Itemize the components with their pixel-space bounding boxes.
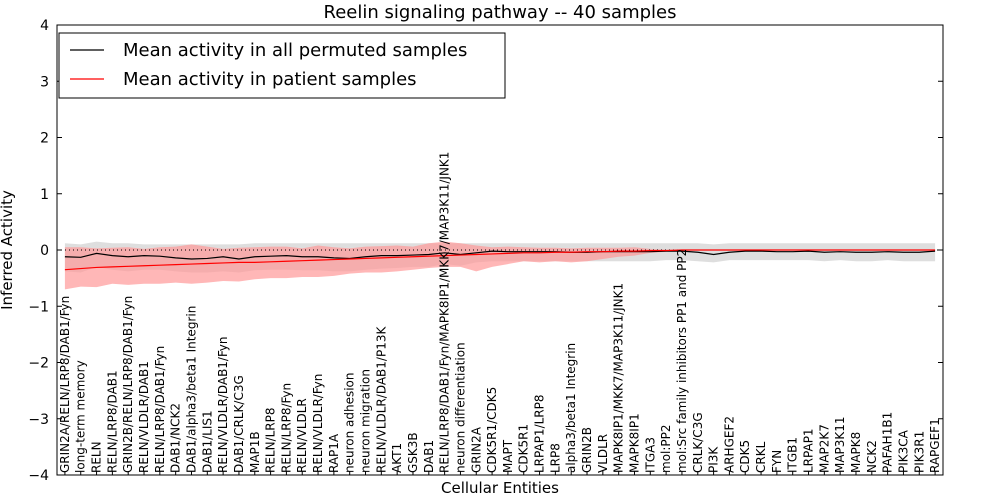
x-category-label: neuron adhesion	[343, 372, 357, 473]
x-category-label: DAB1/NCK2	[169, 403, 183, 473]
x-category-label: alpha3/beta1 Integrin	[564, 343, 578, 473]
x-category-label: MAPT	[501, 439, 515, 473]
x-category-label: LRPAP1/LRP8	[533, 394, 547, 473]
x-category-label: GSK3B	[406, 432, 420, 473]
x-category-label: GRIN2B	[580, 427, 594, 473]
x-category-label: AKT1	[390, 443, 404, 473]
legend: Mean activity in all permuted samples Me…	[58, 32, 506, 99]
x-category-label: GRIN2A	[469, 426, 483, 473]
x-category-label: DAB1/LIS1	[200, 410, 214, 473]
series-lines	[64, 249, 936, 271]
x-category-label: MAP2K7	[817, 424, 831, 473]
x-category-label: RELN/LRP8/DAB1/Fyn	[153, 346, 167, 473]
x-category-label: RELN/LRP8/DAB1/Fyn/MAPK8IP1/MKK7/MAP3K11…	[438, 152, 452, 473]
x-category-label: CDK5R1/CDK5	[485, 387, 499, 473]
x-category-label: ITGB1	[786, 437, 800, 473]
y-tick-label: −4	[28, 468, 49, 484]
x-category-label: neuron differentiation	[453, 342, 467, 473]
x-category-label: CRLK/C3G	[691, 412, 705, 473]
x-category-label: long-term memory	[74, 360, 88, 473]
x-category-label: RELN	[90, 441, 104, 473]
x-category-label: CDK5R1	[517, 424, 531, 473]
y-axis: 4 3 2 1 0 −1 −2 −3 −4	[28, 18, 943, 484]
series-line-patient	[64, 249, 936, 271]
legend-label-patient: Mean activity in patient samples	[123, 69, 417, 90]
x-category-label: neuron migration	[359, 369, 373, 473]
x-category-label: ARHGEF2	[722, 416, 736, 473]
x-axis-categories: GRIN2A/RELN/LRP8/DAB1/Fyn long-term memor…	[58, 152, 942, 475]
x-category-label: MAP3K11	[833, 416, 847, 473]
y-tick-label: −3	[28, 412, 49, 428]
x-category-label: GRIN2A/RELN/LRP8/DAB1/Fyn	[58, 296, 72, 473]
x-category-label: PIK3CA	[896, 429, 910, 473]
x-category-label: mol:PP2	[659, 424, 673, 473]
x-category-label: DAB1	[422, 440, 436, 473]
x-category-label: ITGA3	[643, 437, 657, 473]
x-category-label: RELN/LRP8	[264, 407, 278, 473]
y-tick-label: −1	[28, 299, 49, 315]
x-category-label: PI3K	[707, 446, 721, 473]
series-line-permuted	[64, 250, 936, 260]
x-category-label: RELN/VLDLR/DAB1/Fyn	[216, 337, 230, 473]
x-category-label: NCK2	[865, 440, 879, 473]
legend-box	[58, 32, 506, 99]
y-tick-label: 1	[40, 187, 49, 203]
x-category-label: RAP1A	[327, 433, 341, 473]
y-tick-label: 2	[40, 131, 49, 147]
x-category-label: MAPK8	[849, 432, 863, 473]
x-category-label: mol:Src family inhibitors PP1 and PP2	[675, 249, 689, 473]
y-tick-label: 4	[40, 18, 49, 34]
x-category-label: MAP1B	[248, 431, 262, 473]
legend-label-permuted: Mean activity in all permuted samples	[123, 40, 467, 61]
x-category-label: MAPK8IP1	[627, 413, 641, 473]
y-axis-title: Inferred Activity	[0, 190, 16, 310]
x-category-label: RELN/LRP8/DAB1	[105, 370, 119, 473]
x-category-label: RELN/VLDLR/Fyn	[311, 374, 325, 473]
x-category-label: VLDLR	[596, 434, 610, 473]
x-category-label: DAB1/CRLK/C3G	[232, 375, 246, 473]
x-category-label: FYN	[770, 450, 784, 473]
y-tick-label: −2	[28, 356, 49, 372]
x-category-label: PIK3R1	[912, 431, 926, 473]
x-category-label: GRIN2B/RELN/LRP8/DAB1/Fyn	[121, 296, 135, 473]
chart-title: Reelin signaling pathway -- 40 samples	[324, 2, 677, 23]
x-axis-title: Cellular Entities	[441, 479, 559, 497]
x-category-label: RELN/LRP8/Fyn	[279, 383, 293, 473]
confidence-bands	[64, 241, 936, 290]
x-category-label: LRP8	[548, 443, 562, 473]
x-category-label: MAPK8IP1/MKK7/MAP3K11/JNK1	[612, 283, 626, 473]
x-category-label: CRKL	[754, 441, 768, 473]
y-tick-label: 0	[40, 243, 49, 259]
band-patient	[64, 241, 936, 290]
x-category-label: DAB1/alpha3/beta1 Integrin	[184, 306, 198, 473]
x-category-label: CDK5	[738, 440, 752, 473]
y-tick-label: 3	[40, 74, 49, 90]
x-category-label: RELN/VLDLR	[295, 398, 309, 473]
x-category-label: LRPAP1	[802, 428, 816, 473]
x-category-label: RAPGEF1	[928, 418, 942, 473]
x-category-label: RELN/VLDLR/DAB1/P13K	[374, 326, 388, 473]
x-category-label: PAFAH1B1	[881, 412, 895, 473]
x-category-label: RELN/VLDLR/DAB1	[137, 361, 151, 473]
